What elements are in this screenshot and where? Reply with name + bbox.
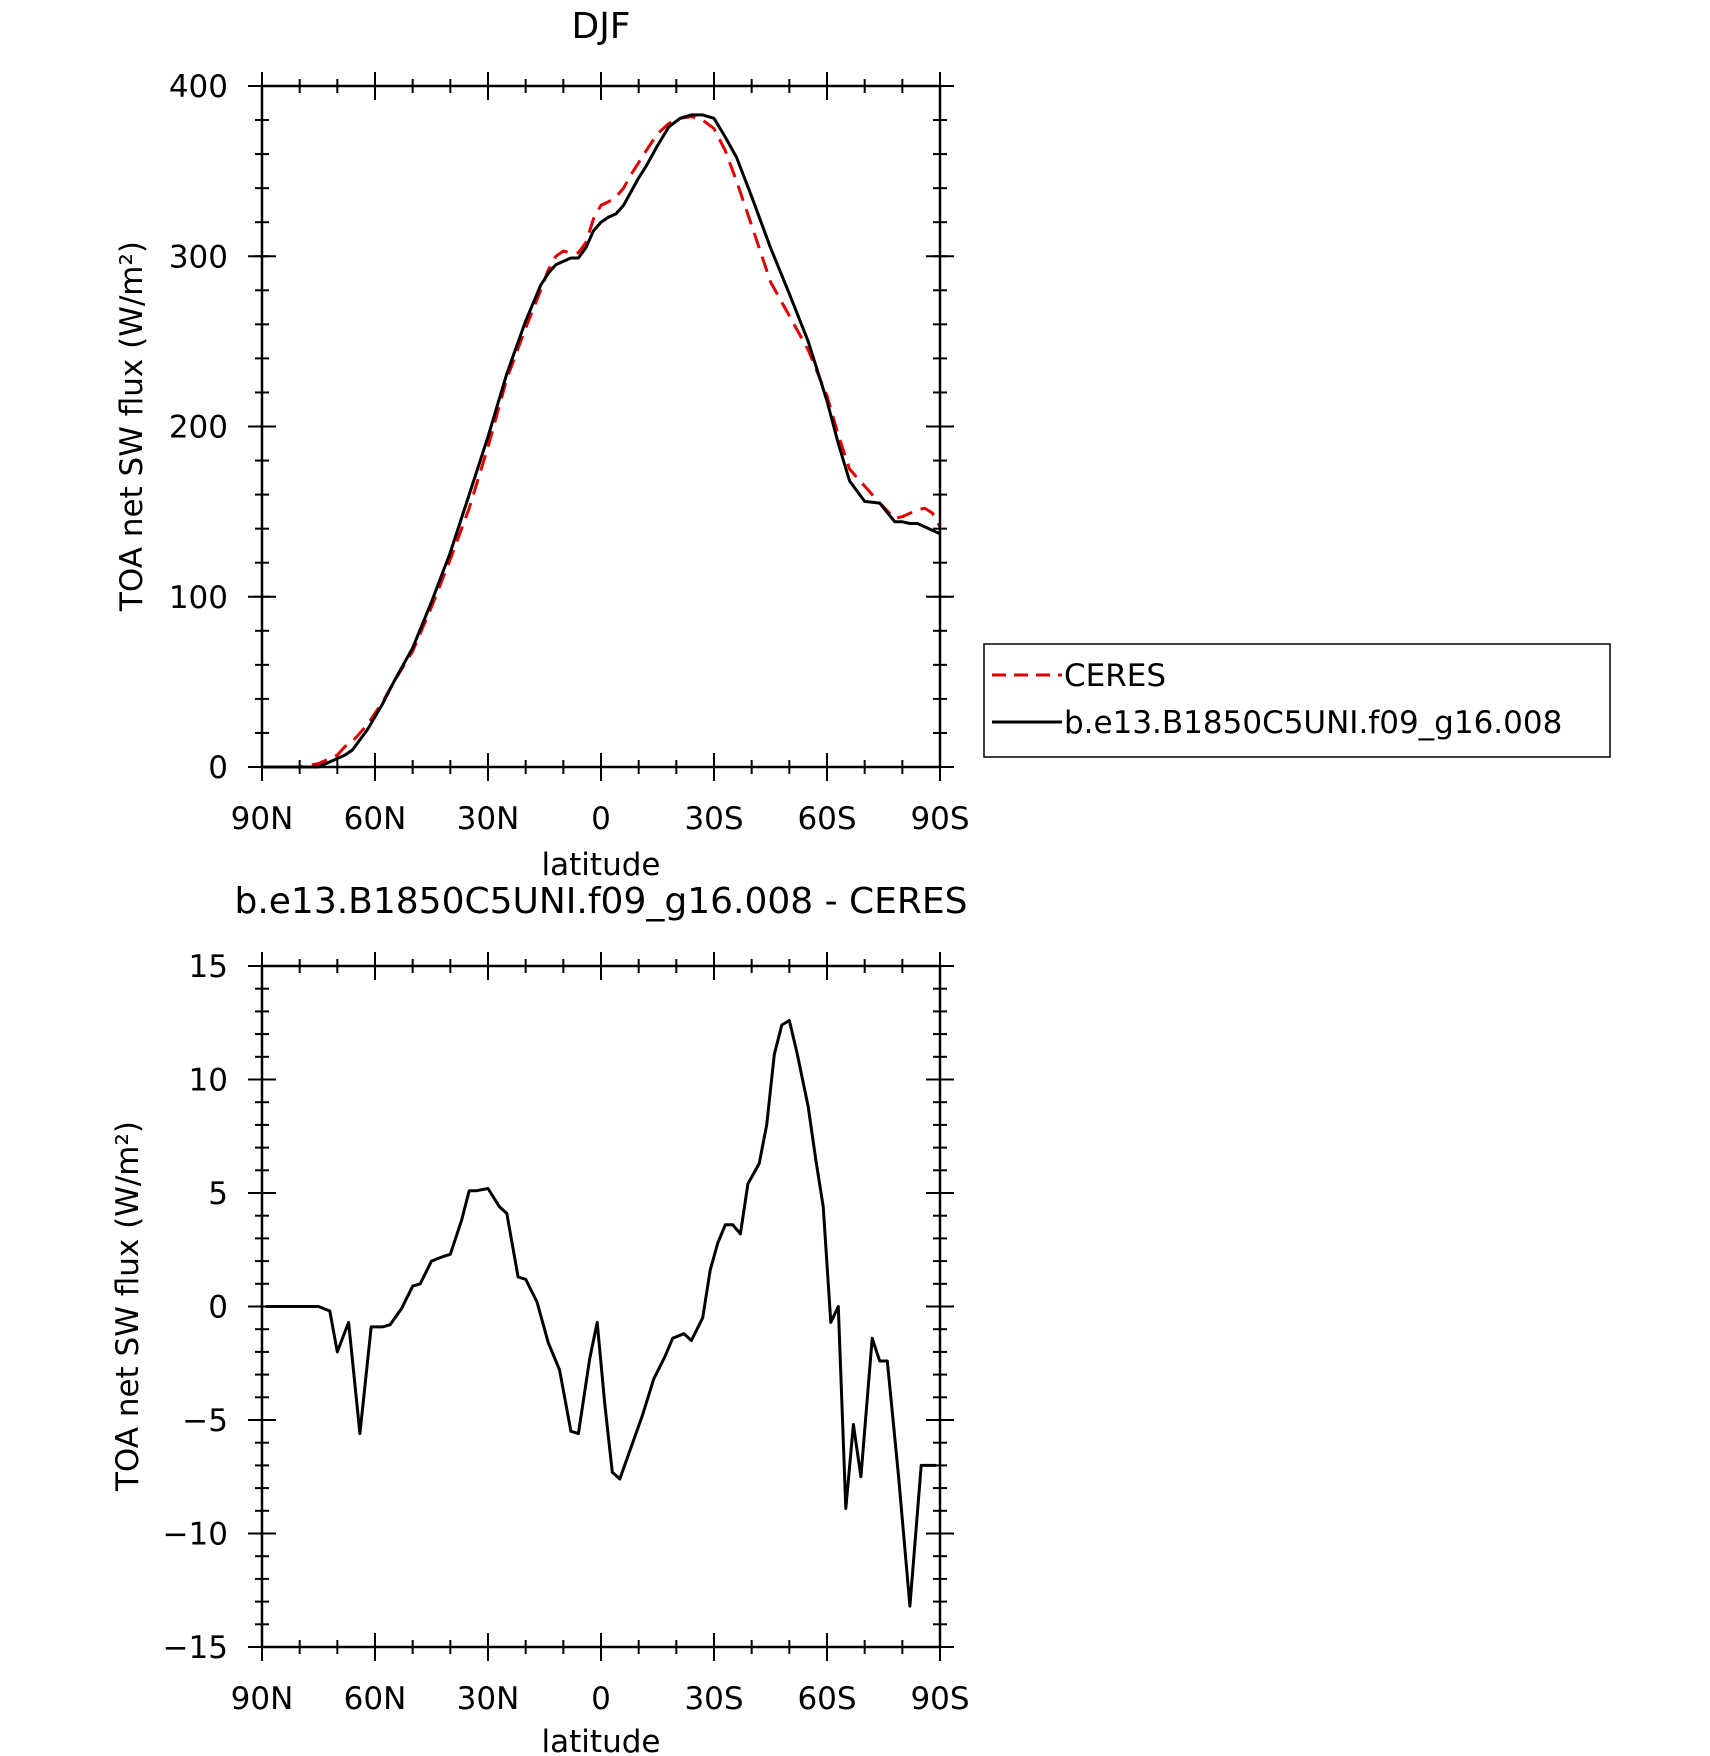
- series-line-0: [265, 1019, 937, 1608]
- plot-frame-bottom: [260, 964, 942, 1649]
- x-tick-label: 0: [591, 1681, 611, 1717]
- y-tick-label: −15: [163, 1630, 228, 1666]
- y-tick-label: 0: [208, 1290, 228, 1326]
- x-tick-label: 90S: [910, 801, 969, 837]
- x-tick-label: 90N: [231, 1681, 294, 1717]
- y-tick-label: 300: [169, 239, 228, 275]
- x-tick-label: 30S: [684, 801, 743, 837]
- x-tick-label: 30N: [457, 1681, 520, 1717]
- x-tick-label: 30N: [457, 801, 520, 837]
- x-tick-label: 60N: [344, 1681, 407, 1717]
- y-tick-label: −5: [182, 1403, 228, 1439]
- x-tick-label: 0: [591, 801, 611, 837]
- x-axis-title-top: latitude: [542, 847, 661, 883]
- y-tick-label: 15: [189, 949, 228, 985]
- chart-top: DJF 0 100 200 300 400 90N 60N 30N 0 30S 60S 90S la…: [114, 6, 970, 883]
- x-tick-label: 90N: [231, 801, 294, 837]
- series-lines-top: [262, 113, 942, 769]
- y-tick-label: 200: [169, 410, 228, 446]
- y-tick-labels-top: 0 100 200 300 400: [169, 69, 228, 786]
- tick-marks-bottom: [248, 952, 954, 1661]
- x-tick-label: 90S: [910, 1681, 969, 1717]
- y-axis-title-top: TOA net SW flux (W/m²): [114, 241, 150, 612]
- tick-marks-top: [248, 72, 954, 781]
- series-lines-bottom: [265, 1019, 937, 1608]
- x-axis-title-bottom: latitude: [542, 1724, 661, 1756]
- y-tick-labels-bottom: −15 −10 −5 0 5 10 15: [163, 949, 228, 1666]
- y-tick-label: 400: [169, 69, 228, 105]
- chart-title-bottom: b.e13.B1850C5UNI.f09_g16.008 - CERES: [234, 881, 967, 922]
- y-axis-title-bottom: TOA net SW flux (W/m²): [110, 1121, 146, 1492]
- x-tick-labels-top: 90N 60N 30N 0 30S 60S 90S: [231, 801, 970, 837]
- legend-label-model: b.e13.B1850C5UNI.f09_g16.008: [1064, 705, 1562, 741]
- chart-bottom: b.e13.B1850C5UNI.f09_g16.008 - CERES −15…: [110, 881, 970, 1756]
- legend-box: [983, 643, 1611, 758]
- x-tick-labels-bottom: 90N 60N 30N 0 30S 60S 90S: [231, 1681, 970, 1717]
- x-tick-label: 60S: [797, 801, 856, 837]
- plot-frame-top: [260, 84, 942, 769]
- y-tick-label: −10: [163, 1517, 228, 1553]
- x-tick-label: 30S: [684, 1681, 743, 1717]
- y-tick-label: 0: [208, 750, 228, 786]
- legend-label-ceres: CERES: [1064, 658, 1166, 694]
- chart-title-top: DJF: [571, 6, 630, 47]
- y-tick-label: 5: [208, 1176, 228, 1212]
- y-tick-label: 100: [169, 580, 228, 616]
- x-tick-label: 60N: [344, 801, 407, 837]
- y-tick-label: 10: [189, 1063, 228, 1099]
- x-tick-label: 60S: [797, 1681, 856, 1717]
- legend: CERES b.e13.B1850C5UNI.f09_g16.008: [983, 643, 1611, 758]
- series-line-1: [262, 113, 941, 769]
